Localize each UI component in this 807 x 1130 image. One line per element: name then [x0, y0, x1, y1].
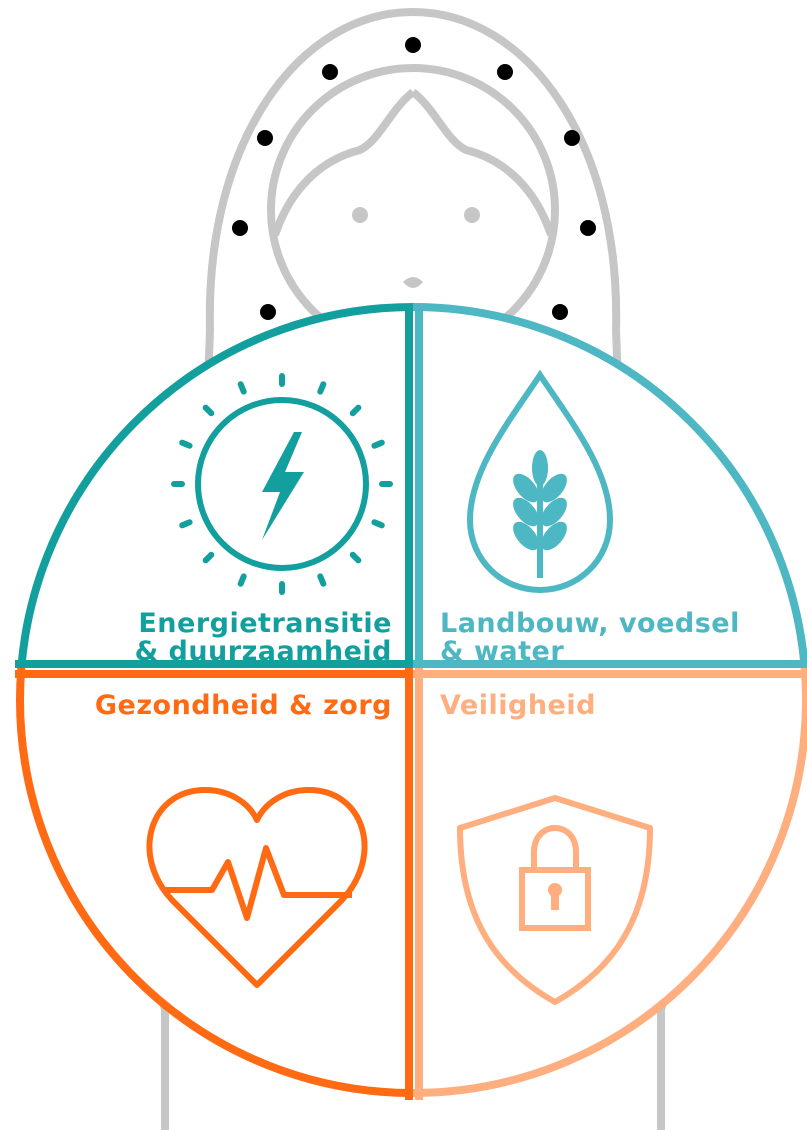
doll-hair [275, 92, 413, 235]
quadrant-label: & water [440, 636, 564, 667]
dot [322, 64, 338, 80]
ray [241, 384, 244, 391]
dot [580, 220, 596, 236]
doll-mouth [403, 277, 423, 288]
dot [257, 130, 273, 146]
page: {"quadrants": [ {"label_lines": ["Energi… [0, 0, 807, 1130]
quadrant-label: Energietransitie [138, 608, 392, 639]
ray [320, 576, 323, 583]
doll-eye [464, 207, 480, 223]
dot [260, 304, 276, 320]
ray [374, 522, 381, 525]
ray [206, 555, 212, 561]
ray [353, 408, 359, 414]
dot [564, 130, 580, 146]
ray [206, 408, 212, 414]
grain [532, 450, 548, 486]
ray [320, 384, 323, 391]
ray [182, 443, 189, 446]
quadrant-label: Gezondheid & zorg [95, 690, 392, 721]
ray [241, 576, 244, 583]
dot [552, 304, 568, 320]
ray [374, 443, 381, 446]
dot [232, 220, 248, 236]
dot [405, 37, 421, 53]
quadrant-label: Landbouw, voedsel [440, 608, 740, 639]
doll-eye [352, 207, 368, 223]
diagram: Energietransitie & duurzaamheid Landbouw… [0, 0, 807, 1130]
doll-details [352, 207, 480, 288]
doll-hair [413, 92, 551, 235]
ray [182, 522, 189, 525]
dot [497, 64, 513, 80]
ray [353, 555, 359, 561]
keyhole [551, 890, 559, 910]
quadrant-label: & duurzaamheid [135, 636, 392, 667]
quadrant-label: Veiligheid [440, 690, 596, 721]
